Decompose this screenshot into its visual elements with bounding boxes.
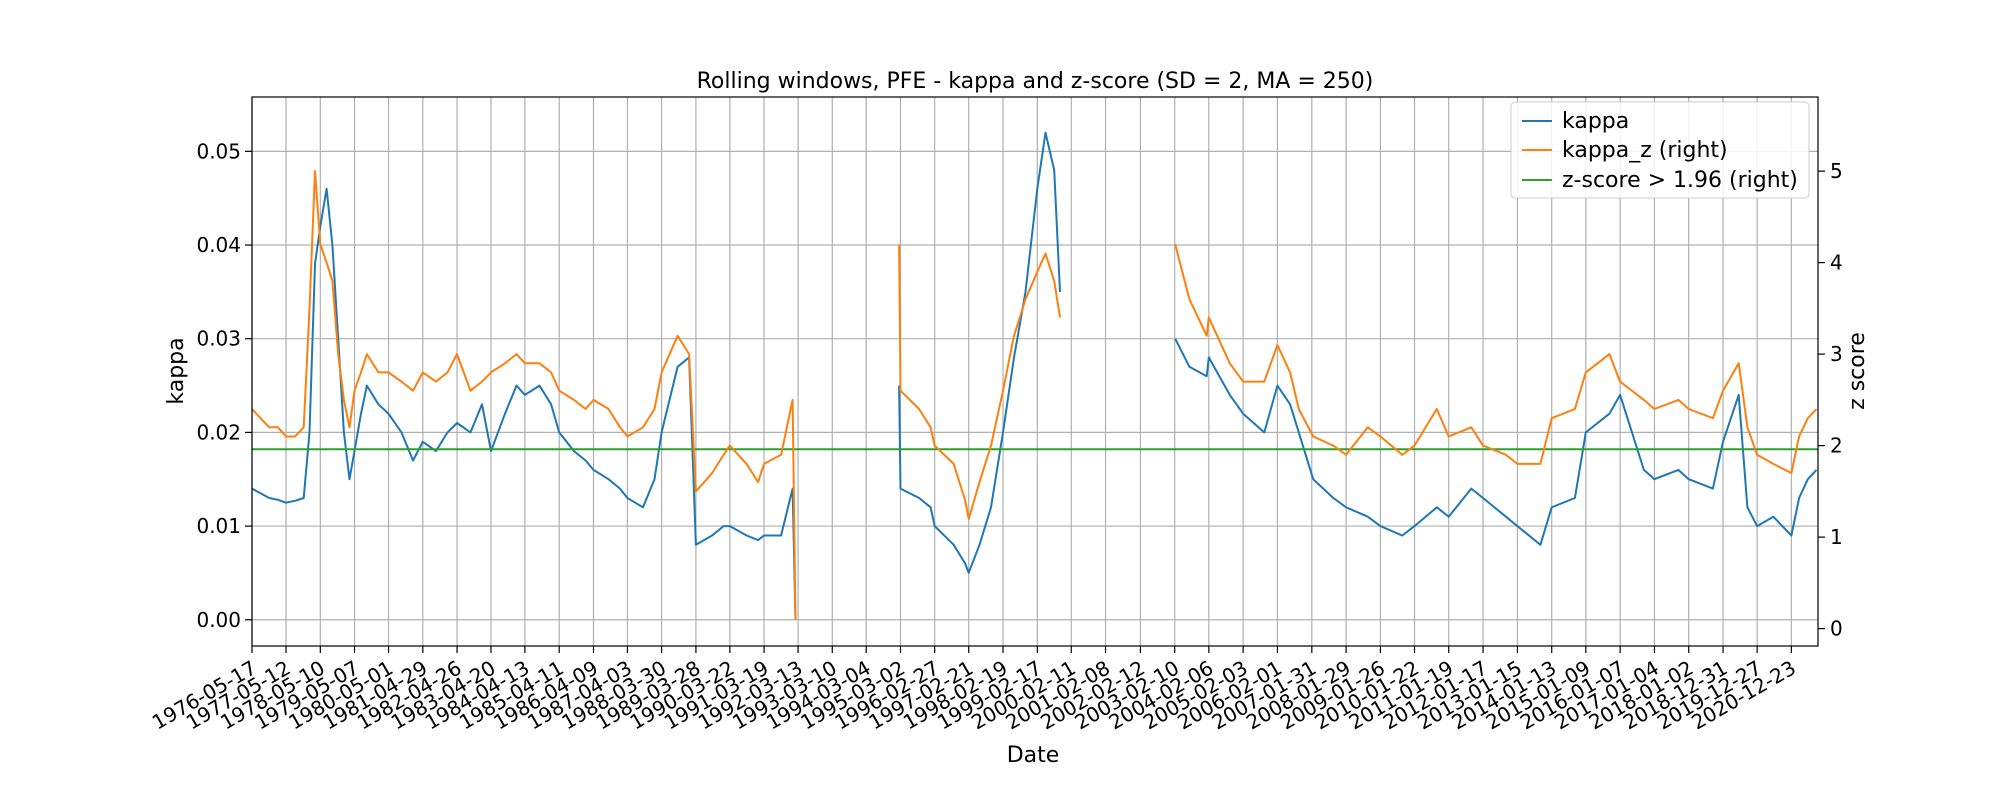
y-tick-label: 0.03 bbox=[196, 327, 241, 351]
y-tick-label: 0.05 bbox=[196, 139, 241, 163]
y-axis-left: 0.00 0.01 0.02 0.03 0.04 0.05 bbox=[196, 139, 252, 632]
y2-tick-label: 0 bbox=[1830, 617, 1843, 641]
legend: kappa kappa_z (right) z-score > 1.96 (ri… bbox=[1510, 101, 1810, 199]
series-layer bbox=[251, 131, 1818, 620]
series-kappa-z bbox=[251, 170, 1818, 620]
plot-frame bbox=[251, 96, 1819, 647]
y2-tick-label: 3 bbox=[1830, 342, 1843, 366]
chart-title: Rolling windows, PFE - kappa and z-score… bbox=[697, 69, 1374, 94]
legend-label-kappa: kappa bbox=[1562, 109, 1629, 134]
legend-label-kappa-z: kappa_z (right) bbox=[1562, 138, 1728, 163]
y-tick-label: 0.01 bbox=[196, 514, 241, 538]
y-tick-label: 0.02 bbox=[196, 420, 241, 444]
y2-tick-label: 5 bbox=[1830, 159, 1843, 183]
y-tick-label: 0.04 bbox=[196, 233, 241, 257]
y-tick-label: 0.00 bbox=[196, 608, 241, 632]
x-axis-title: Date bbox=[1007, 743, 1060, 768]
series-kappa bbox=[251, 131, 1818, 620]
y2-axis-title: z score bbox=[1845, 332, 1870, 410]
legend-box bbox=[1510, 101, 1810, 199]
legend-label-threshold: z-score > 1.96 (right) bbox=[1562, 168, 1798, 193]
y2-tick-label: 2 bbox=[1830, 434, 1843, 458]
grid bbox=[251, 97, 1818, 646]
y-axis-right: 0 1 2 3 4 5 bbox=[1818, 159, 1843, 641]
x-axis: 1976-05-171977-05-121978-05-101979-05-07… bbox=[148, 646, 1800, 734]
y2-tick-label: 4 bbox=[1830, 251, 1843, 275]
y-axis-title: kappa bbox=[164, 337, 189, 404]
y2-tick-label: 1 bbox=[1830, 525, 1843, 549]
